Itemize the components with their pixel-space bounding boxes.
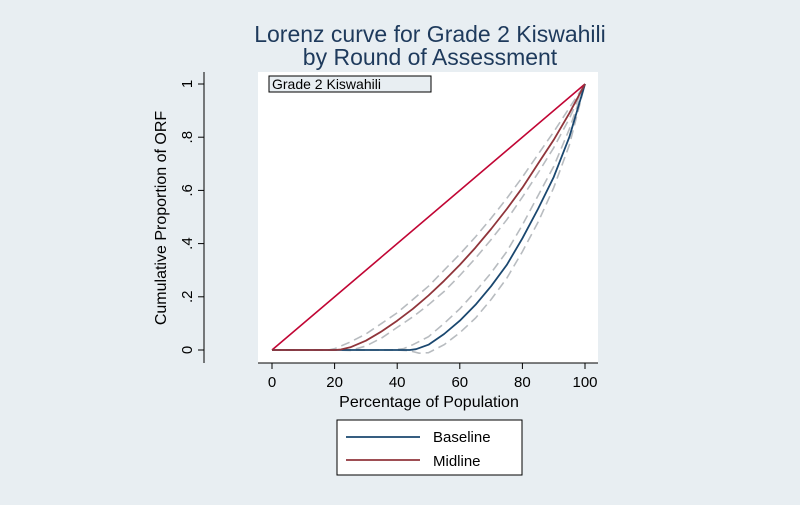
legend: Baseline Midline	[336, 419, 523, 476]
y-tick-label: .8	[179, 131, 196, 144]
ci-band-lower-baseline	[272, 83, 586, 355]
series-line-baseline	[272, 83, 586, 351]
y-tick-label: .6	[179, 184, 196, 197]
chart-title: Lorenz curve for Grade 2 Kiswahili by Ro…	[254, 21, 606, 70]
chart-title-line-2: by Round of Assessment	[303, 44, 558, 70]
x-tick-label: 40	[389, 374, 406, 391]
y-axis-label: Cumulative Proportion of ORF	[153, 111, 170, 326]
y-tick-label: .4	[179, 237, 196, 250]
subtitle-box-label: Grade 2 Kiswahili	[272, 76, 381, 92]
x-tick-label: 80	[514, 374, 531, 391]
ci-band-upper-baseline	[272, 83, 586, 351]
y-axis: 0 .2 .4 .6 .8 1	[179, 72, 205, 363]
subtitle-box-frame	[268, 75, 432, 93]
chart-title-line-1: Lorenz curve for Grade 2 Kiswahili	[254, 21, 606, 47]
legend-label-midline: Midline	[433, 453, 481, 470]
ci-band-upper-midline	[272, 83, 586, 351]
series-lines	[271, 83, 586, 351]
y-tick-label: .2	[179, 291, 196, 304]
line-of-equality	[271, 83, 586, 351]
legend-label-baseline: Baseline	[433, 429, 491, 446]
series-line-midline	[272, 83, 586, 351]
x-tick-label: 100	[572, 374, 597, 391]
y-tick-label: 0	[179, 346, 196, 354]
x-tick-label: 20	[326, 374, 343, 391]
legend-frame	[336, 419, 523, 476]
x-axis: 0 20 40 60 80 100	[258, 362, 598, 391]
x-tick-label: 0	[268, 374, 276, 391]
x-tick-label: 60	[451, 374, 468, 391]
confidence-bands	[272, 83, 586, 355]
ci-band-lower-midline	[272, 83, 586, 352]
subtitle-box: Grade 2 Kiswahili	[268, 75, 432, 93]
x-axis-label: Percentage of Population	[339, 394, 519, 411]
y-tick-label: 1	[179, 80, 196, 88]
